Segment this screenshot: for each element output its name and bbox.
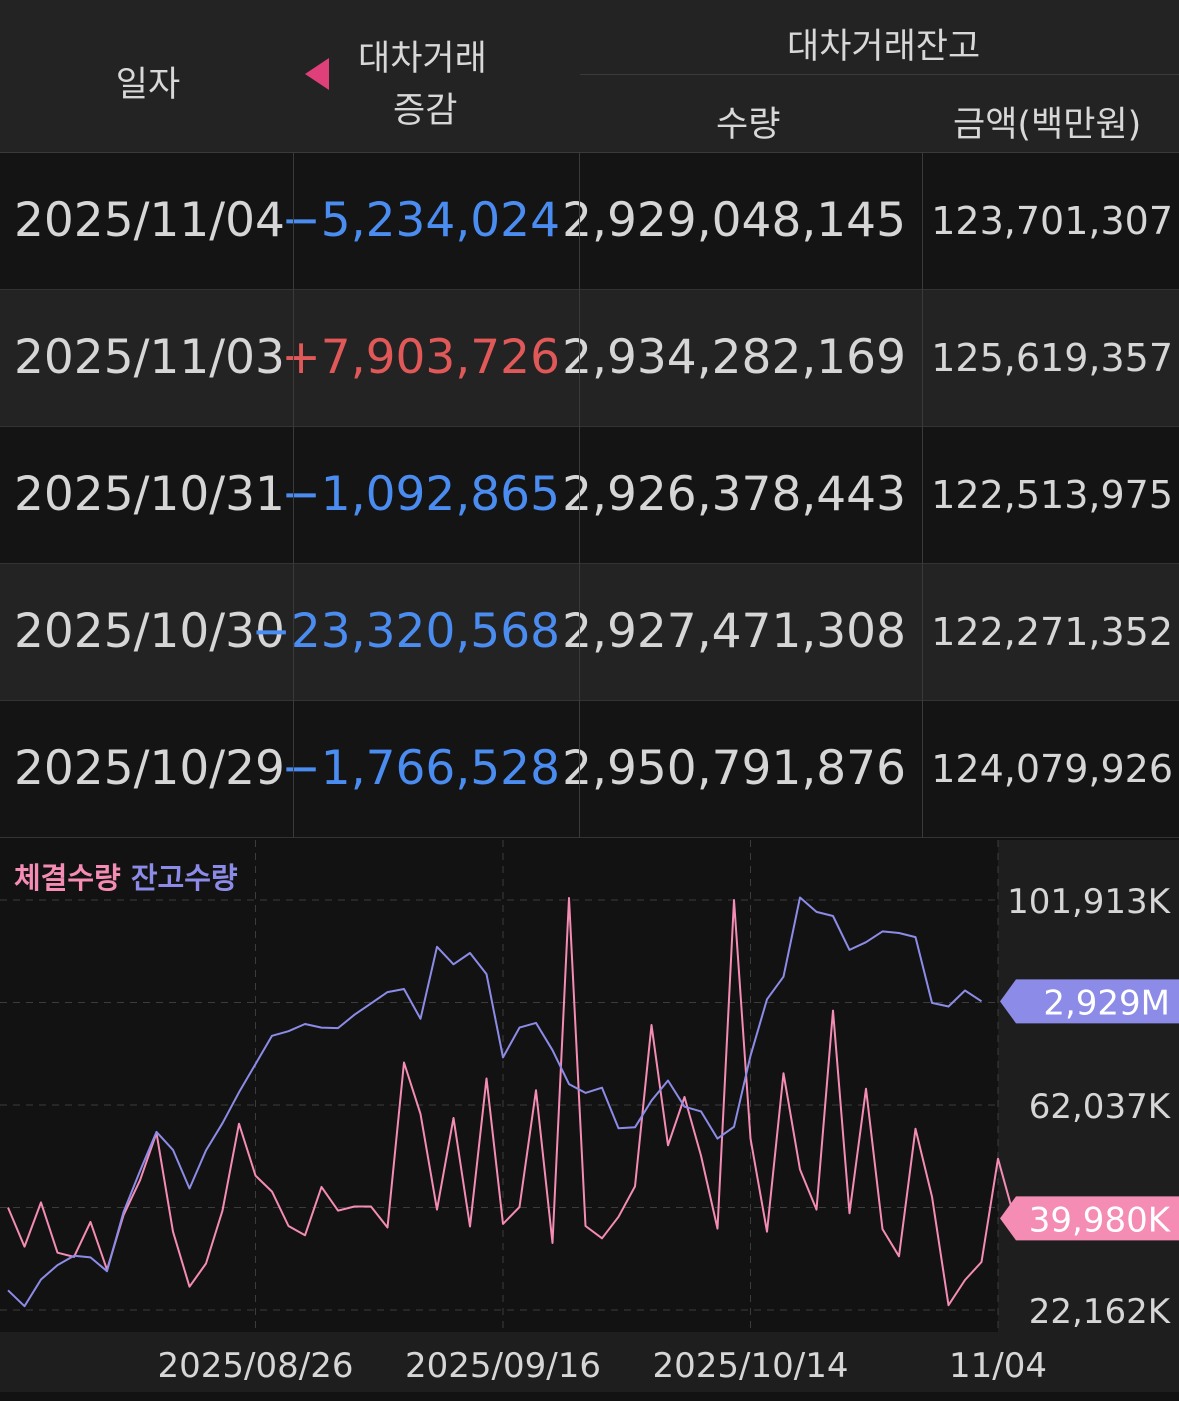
last-value-tag-exec-bg xyxy=(1000,1196,1179,1241)
row-amount: 122,271,352 xyxy=(931,610,1173,654)
row-change: −1,766,528 xyxy=(281,741,560,796)
row-qty: 2,950,791,876 xyxy=(562,741,906,796)
row-change: −1,092,865 xyxy=(281,467,560,522)
header-qty[interactable]: 수량 xyxy=(716,105,781,145)
table-row[interactable]: 2025/11/04 −5,234,024 2,929,048,145 123,… xyxy=(0,153,1179,290)
x-tick-label: 2025/09/16 xyxy=(405,1346,601,1386)
row-date: 2025/10/29 xyxy=(14,741,285,796)
row-change: −23,320,568 xyxy=(251,604,560,659)
series-line-exec xyxy=(7,897,1016,1307)
y-axis-area xyxy=(998,840,1179,1332)
row-amount: 123,701,307 xyxy=(931,199,1173,243)
row-amount: 124,079,926 xyxy=(931,747,1173,791)
last-value-tag-balance: 2,929M xyxy=(1043,983,1170,1023)
plot-area xyxy=(0,840,998,1332)
row-qty: 2,929,048,145 xyxy=(562,193,906,248)
series-line-balance xyxy=(7,896,983,1308)
last-value-tag-balance-bg xyxy=(1000,979,1179,1024)
chart-legend: 체결수량 잔고수량 xyxy=(14,861,238,895)
header-date[interactable]: 일자 xyxy=(115,65,181,105)
x-tick-label: 2025/08/26 xyxy=(158,1346,354,1386)
row-date: 2025/11/03 xyxy=(14,330,285,385)
row-qty: 2,927,471,308 xyxy=(562,604,906,659)
header-balance-group: 대차거래잔고 xyxy=(787,27,981,67)
legend-exec: 체결수량 xyxy=(14,861,131,895)
row-date: 2025/10/30 xyxy=(14,604,285,659)
header-divider xyxy=(580,74,1179,75)
header-change-line1[interactable]: 대차거래 xyxy=(358,39,487,79)
column-divider xyxy=(293,152,294,838)
row-amount: 122,513,975 xyxy=(931,473,1173,517)
table-row[interactable]: 2025/10/31 −1,092,865 2,926,378,443 122,… xyxy=(0,427,1179,564)
row-qty: 2,926,378,443 xyxy=(562,467,906,522)
row-change: −5,234,024 xyxy=(281,193,560,248)
column-divider xyxy=(922,152,923,838)
row-date: 2025/11/04 xyxy=(14,193,285,248)
table-row[interactable]: 2025/10/30 −23,320,568 2,927,471,308 122… xyxy=(0,564,1179,701)
table-header: 일자 대차거래 증감 대차거래잔고 수량 금액(백만원) xyxy=(0,0,1179,153)
table-row[interactable]: 2025/10/29 −1,766,528 2,950,791,876 124,… xyxy=(0,701,1179,838)
x-tick-label: 11/04 xyxy=(949,1346,1047,1386)
balance-chart[interactable]: 101,913K 62,037K 22,162K 2025/08/26 2025/09/… xyxy=(0,840,1179,1401)
triangle-left-icon[interactable] xyxy=(305,58,329,90)
chart-canvas[interactable]: 101,913K 62,037K 22,162K 2025/08/26 2025/09/… xyxy=(0,840,1179,1401)
header-change-line2[interactable]: 증감 xyxy=(393,91,458,131)
x-axis-area xyxy=(0,1332,1179,1392)
row-change: +7,903,726 xyxy=(281,330,560,385)
row-date: 2025/10/31 xyxy=(14,467,285,522)
last-value-tag-exec: 39,980K xyxy=(1029,1200,1172,1240)
y-tick-label: 22,162K xyxy=(1029,1292,1172,1332)
header-amount[interactable]: 금액(백만원) xyxy=(953,105,1142,145)
x-tick-label: 2025/10/14 xyxy=(653,1346,849,1386)
y-tick-label: 62,037K xyxy=(1029,1087,1172,1127)
y-tick-label: 101,913K xyxy=(1007,882,1172,922)
row-amount: 125,619,357 xyxy=(931,336,1173,380)
column-divider xyxy=(579,152,580,838)
legend-balance: 잔고수량 xyxy=(131,861,238,895)
table-row[interactable]: 2025/11/03 +7,903,726 2,934,282,169 125,… xyxy=(0,290,1179,427)
row-qty: 2,934,282,169 xyxy=(562,330,906,385)
